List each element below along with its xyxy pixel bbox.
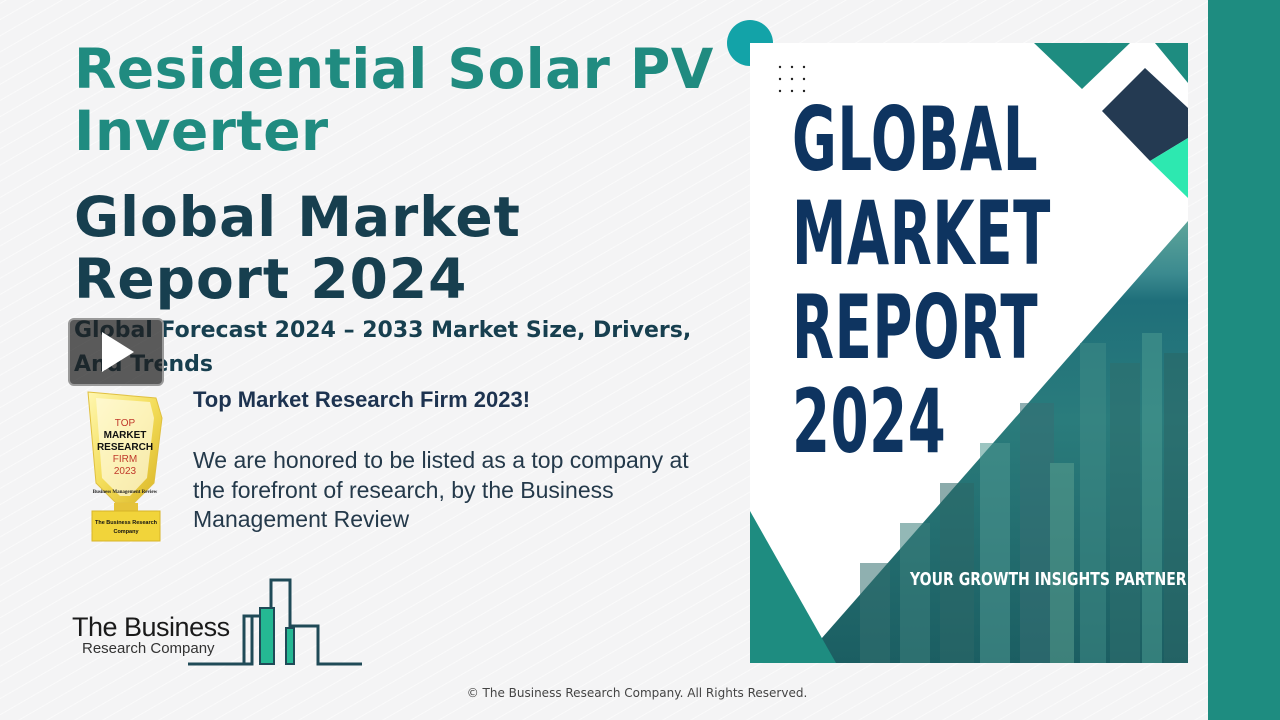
logo-text-sub: Research Company	[82, 640, 215, 657]
product-title: Residential Solar PV Inverter	[74, 37, 714, 163]
cover-title: GLOBAL MARKET REPORT 2024	[792, 88, 1052, 473]
svg-text:The Business Research: The Business Research	[95, 520, 158, 526]
cover-title-line: 2024	[792, 370, 947, 473]
skyline-logo-icon	[188, 578, 362, 666]
play-icon	[102, 332, 134, 372]
video-play-button[interactable]	[68, 318, 164, 386]
right-accent-bar	[1208, 0, 1280, 720]
report-cover-image: GLOBAL MARKET REPORT 2024 YOUR GROWTH IN…	[750, 43, 1188, 663]
svg-text:RESEARCH: RESEARCH	[97, 442, 153, 453]
svg-text:FIRM: FIRM	[113, 454, 137, 465]
cover-graphic	[750, 43, 1188, 663]
svg-text:MARKET: MARKET	[104, 430, 147, 441]
logo-text-main: The Business	[72, 612, 230, 642]
copyright-footer: © The Business Research Company. All Rig…	[466, 686, 808, 700]
company-logo: The Business Research Company	[72, 576, 364, 666]
svg-text:TOP: TOP	[115, 418, 136, 429]
svg-text:Company: Company	[113, 529, 139, 535]
svg-text:2023: 2023	[114, 466, 137, 477]
award-trophy-image: TOP MARKET RESEARCH FIRM 2023 Business M…	[84, 388, 166, 543]
cover-title-line: MARKET	[792, 182, 1052, 285]
cover-tagline: YOUR GROWTH INSIGHTS PARTNER	[910, 569, 1187, 590]
report-subtitle: Global Forecast 2024 – 2033 Market Size,…	[74, 318, 692, 377]
award-title: Top Market Research Firm 2023!	[193, 387, 531, 412]
svg-text:Business Management Review: Business Management Review	[93, 490, 158, 495]
award-description: We are honored to be listed as a top com…	[193, 447, 689, 532]
cover-title-line: GLOBAL	[792, 88, 1039, 191]
report-title: Global Market Report 2024	[74, 185, 521, 311]
cover-title-line: REPORT	[792, 276, 1039, 379]
